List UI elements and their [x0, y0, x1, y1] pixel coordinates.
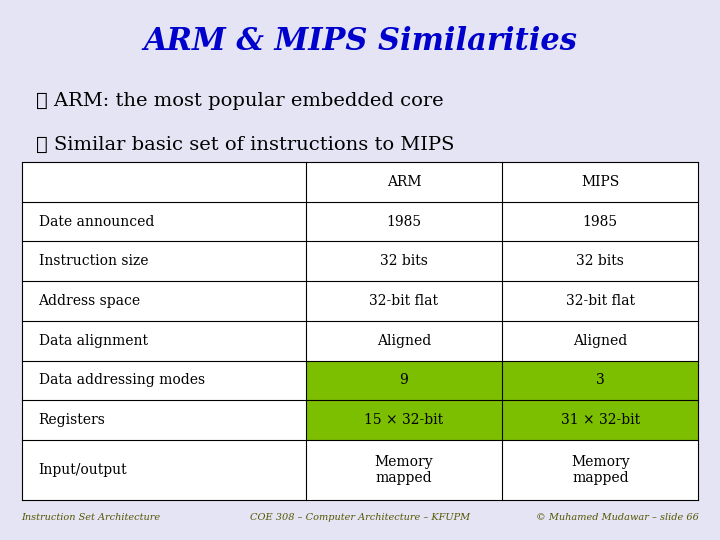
Text: Aligned: Aligned [377, 334, 431, 348]
Bar [502, 321, 698, 361]
Text: Address space: Address space [39, 294, 140, 308]
Text: Data addressing modes: Data addressing modes [39, 373, 204, 387]
Text: 32 bits: 32 bits [576, 254, 624, 268]
Bar [306, 361, 502, 400]
Text: MIPS: MIPS [581, 175, 619, 189]
Text: Memory
mapped: Memory mapped [571, 455, 629, 485]
Text: Memory
mapped: Memory mapped [374, 455, 433, 485]
Text: © Muhamed Mudawar – slide 66: © Muhamed Mudawar – slide 66 [536, 513, 698, 522]
Bar [306, 440, 502, 500]
Bar [306, 281, 502, 321]
Text: 15 × 32-bit: 15 × 32-bit [364, 413, 444, 427]
Text: Data alignment: Data alignment [39, 334, 148, 348]
Bar [22, 241, 306, 281]
Text: 1985: 1985 [387, 214, 421, 228]
Bar [306, 400, 502, 440]
Text: Registers: Registers [39, 413, 105, 427]
Bar [22, 400, 306, 440]
Text: 32-bit flat: 32-bit flat [369, 294, 438, 308]
Text: ARM: ARM [387, 175, 421, 189]
Bar [22, 162, 306, 202]
Text: ❖ ARM: the most popular embedded core: ❖ ARM: the most popular embedded core [35, 92, 444, 110]
Bar [502, 241, 698, 281]
Text: 9: 9 [400, 373, 408, 387]
Bar [22, 361, 306, 400]
Text: 32 bits: 32 bits [380, 254, 428, 268]
Text: COE 308 – Computer Architecture – KFUPM: COE 308 – Computer Architecture – KFUPM [250, 513, 470, 522]
Bar [502, 162, 698, 202]
Text: Date announced: Date announced [39, 214, 154, 228]
Text: 32-bit flat: 32-bit flat [566, 294, 635, 308]
Text: 31 × 32-bit: 31 × 32-bit [561, 413, 640, 427]
Bar [306, 202, 502, 241]
Bar [306, 162, 502, 202]
Bar [502, 202, 698, 241]
Bar [22, 281, 306, 321]
Bar [502, 361, 698, 400]
Bar [22, 440, 306, 500]
Bar [502, 400, 698, 440]
Text: Input/output: Input/output [39, 463, 127, 477]
Bar [502, 440, 698, 500]
Bar [22, 321, 306, 361]
Text: 3: 3 [596, 373, 605, 387]
Text: Instruction size: Instruction size [39, 254, 148, 268]
Bar [502, 281, 698, 321]
Text: ARM & MIPS Similarities: ARM & MIPS Similarities [143, 26, 577, 57]
Bar [306, 321, 502, 361]
Text: 1985: 1985 [582, 214, 618, 228]
Text: ❖ Similar basic set of instructions to MIPS: ❖ Similar basic set of instructions to M… [35, 136, 454, 154]
Bar [306, 241, 502, 281]
Text: Instruction Set Architecture: Instruction Set Architecture [22, 513, 161, 522]
Text: Aligned: Aligned [573, 334, 627, 348]
Bar [22, 202, 306, 241]
